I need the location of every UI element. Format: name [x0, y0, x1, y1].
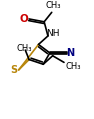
Text: CH₃: CH₃ [46, 0, 61, 10]
Text: O: O [20, 14, 29, 24]
Text: S: S [10, 65, 17, 75]
Text: N: N [67, 48, 75, 58]
Text: CH₃: CH₃ [66, 62, 81, 71]
Text: NH: NH [46, 29, 59, 38]
Text: CH₃: CH₃ [17, 44, 32, 53]
